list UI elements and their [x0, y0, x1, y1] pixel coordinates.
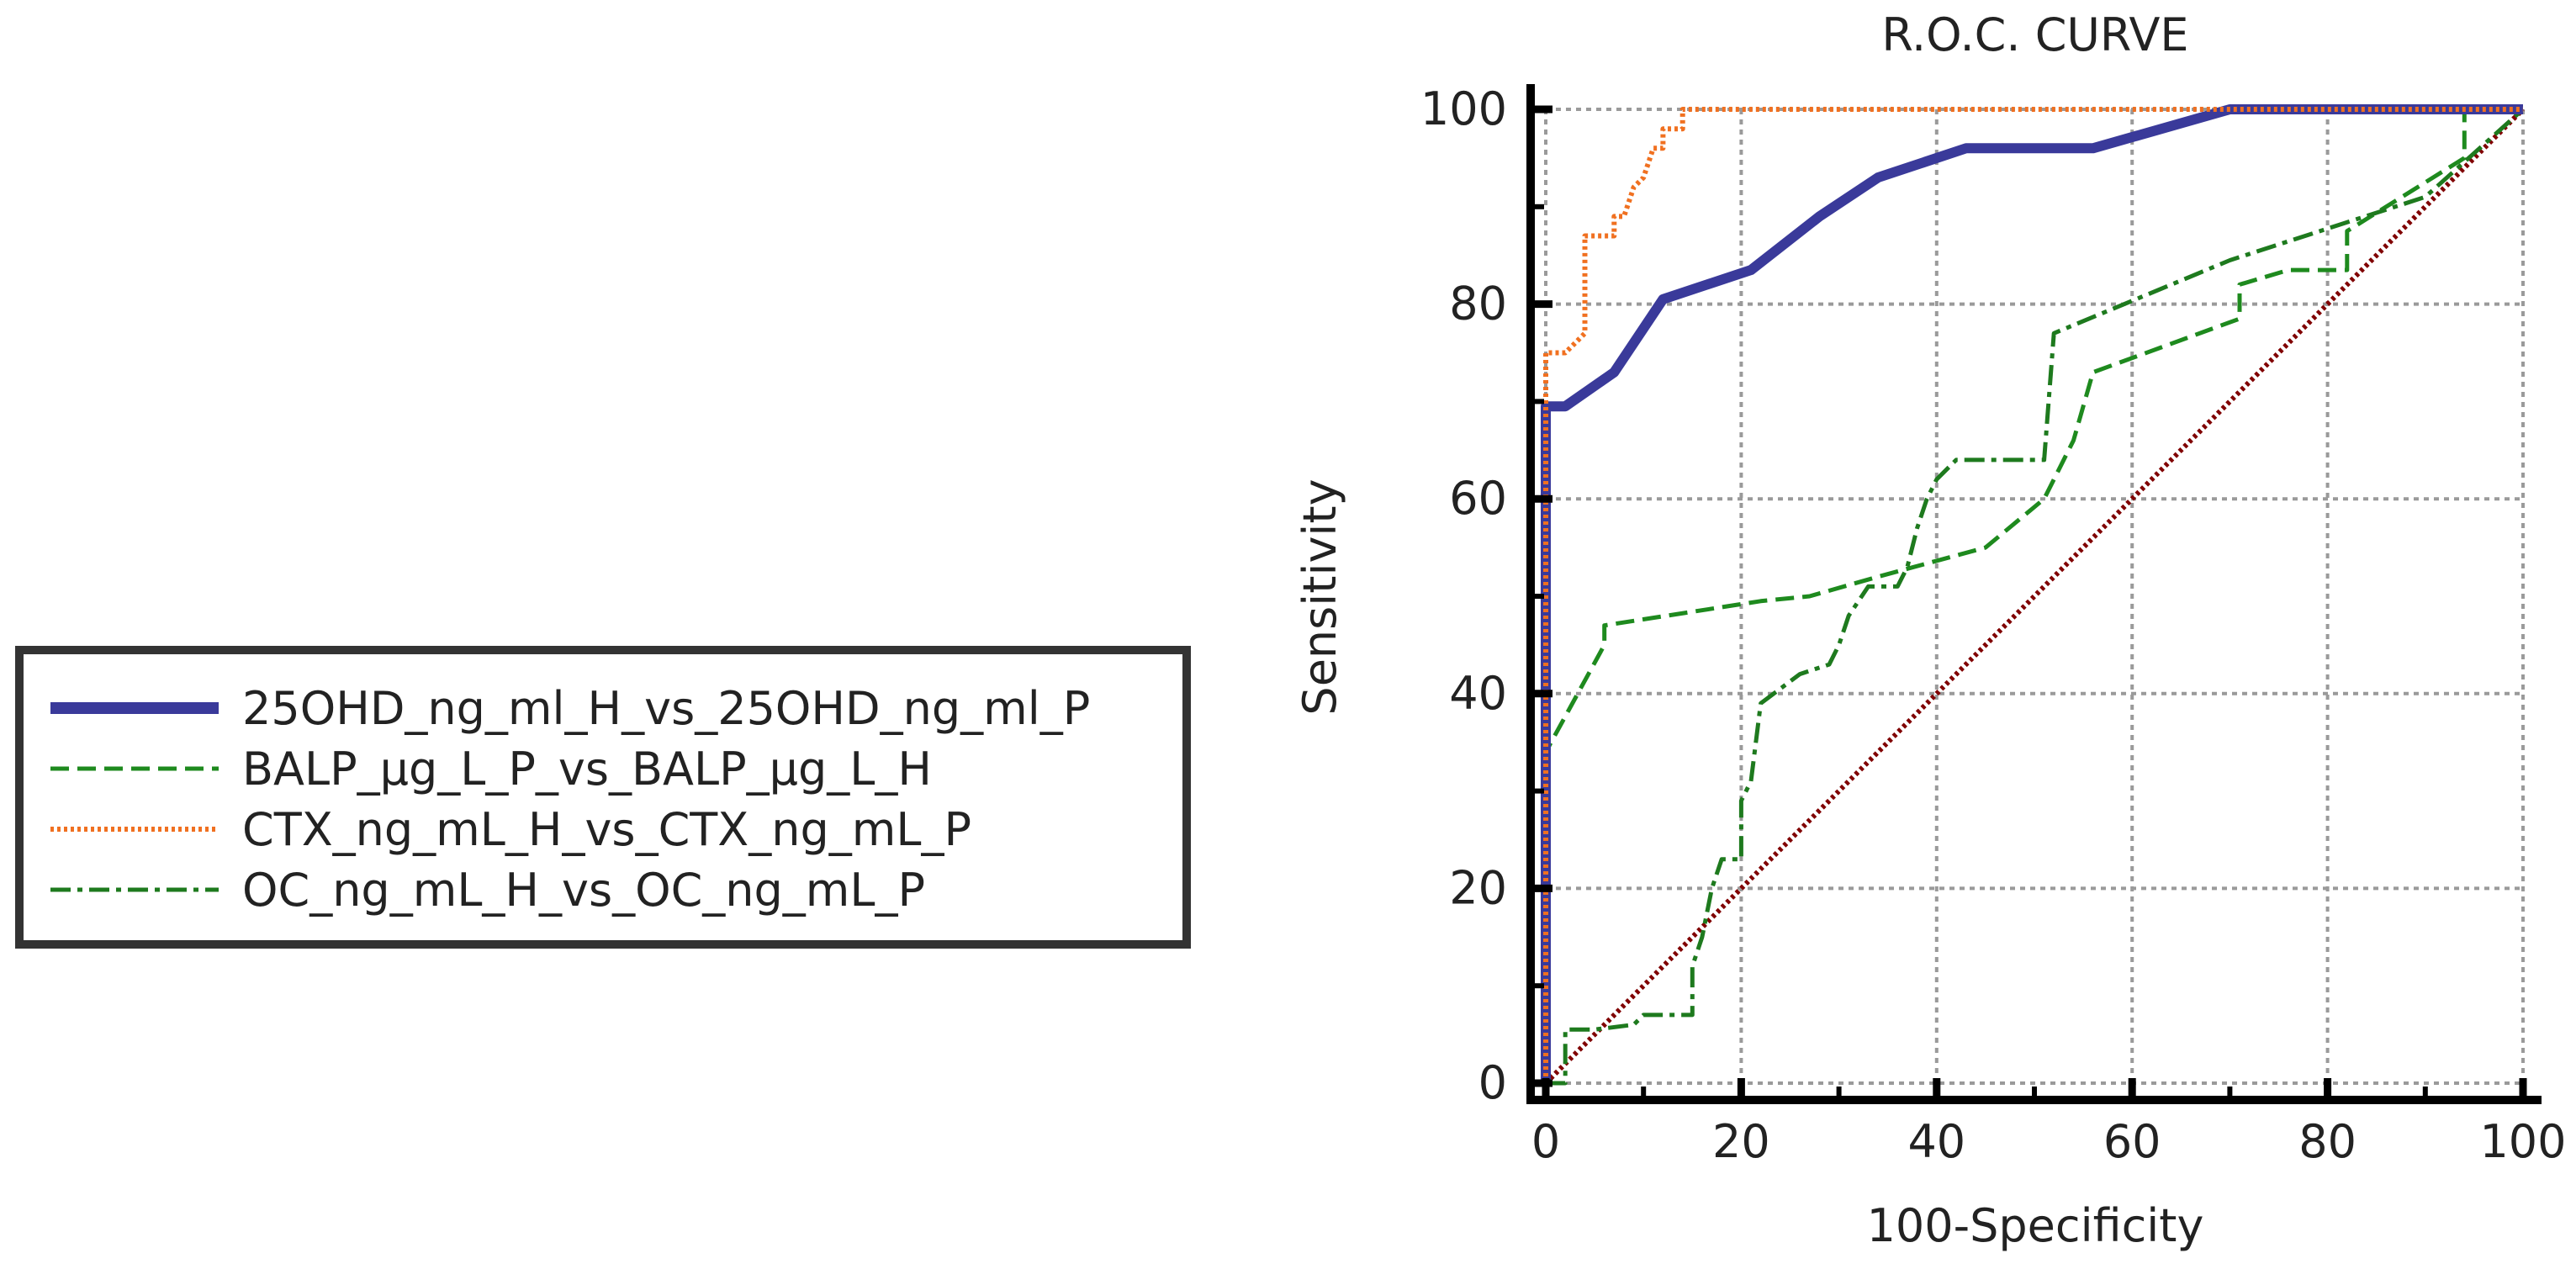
y-tick-label: 80 — [1449, 278, 1507, 330]
legend-label: OC_ng_mL_H_vs_OC_ng_mL_P — [242, 863, 926, 917]
legend-label: BALP_µg_L_P_vs_BALP_µg_L_H — [242, 742, 932, 796]
series-reference-diagonal — [1543, 107, 2526, 1086]
y-tick-label: 0 — [1478, 1056, 1507, 1109]
legend-swatch-dashdot — [50, 887, 219, 892]
legend-swatch-solid — [50, 702, 219, 714]
x-tick-label: 0 — [1531, 1115, 1560, 1168]
y-tick-label: 60 — [1449, 472, 1507, 525]
legend-item-ctx: CTX_ng_mL_H_vs_CTX_ng_mL_P — [50, 799, 971, 859]
series-oc — [1546, 108, 2525, 1086]
legend-label: CTX_ng_mL_H_vs_CTX_ng_mL_P — [242, 802, 972, 856]
series-balp — [1543, 107, 2523, 1083]
x-tick-label: 20 — [1712, 1115, 1770, 1168]
x-tick-label: 60 — [2103, 1115, 2161, 1168]
legend: 25OHD_ng_ml_H_vs_25OHD_ng_ml_P BALP_µg_L… — [15, 646, 1191, 949]
legend-item-oc: OC_ng_mL_H_vs_OC_ng_mL_P — [50, 859, 925, 920]
axes-layer — [1526, 84, 2542, 1104]
y-axis-label: Sensitivity — [1293, 479, 1346, 715]
x-tick-label: 40 — [1907, 1115, 1965, 1168]
legend-swatch-dashed — [50, 766, 219, 771]
series-layer — [1541, 104, 2526, 1086]
series-25ohd — [1541, 104, 2523, 1083]
chart-title: R.O.C. CURVE — [1881, 8, 2188, 61]
legend-item-balp: BALP_µg_L_P_vs_BALP_µg_L_H — [50, 738, 932, 799]
y-tick-label: 100 — [1420, 82, 1507, 135]
x-tick-label: 80 — [2298, 1115, 2356, 1168]
x-tick-label: 100 — [2479, 1115, 2566, 1168]
legend-item-25ohd: 25OHD_ng_ml_H_vs_25OHD_ng_ml_P — [50, 678, 1090, 738]
legend-swatch-dotted — [50, 827, 219, 832]
y-tick-label: 40 — [1449, 667, 1507, 720]
series-ctx — [1543, 107, 2523, 1083]
legend-label: 25OHD_ng_ml_H_vs_25OHD_ng_ml_P — [242, 681, 1091, 735]
y-tick-label: 20 — [1449, 861, 1507, 914]
ticks-layer: 0 20 40 60 80 100 0 20 40 60 80 100 — [1420, 82, 2567, 1168]
x-axis-label: 100-Specificity — [1867, 1199, 2204, 1252]
